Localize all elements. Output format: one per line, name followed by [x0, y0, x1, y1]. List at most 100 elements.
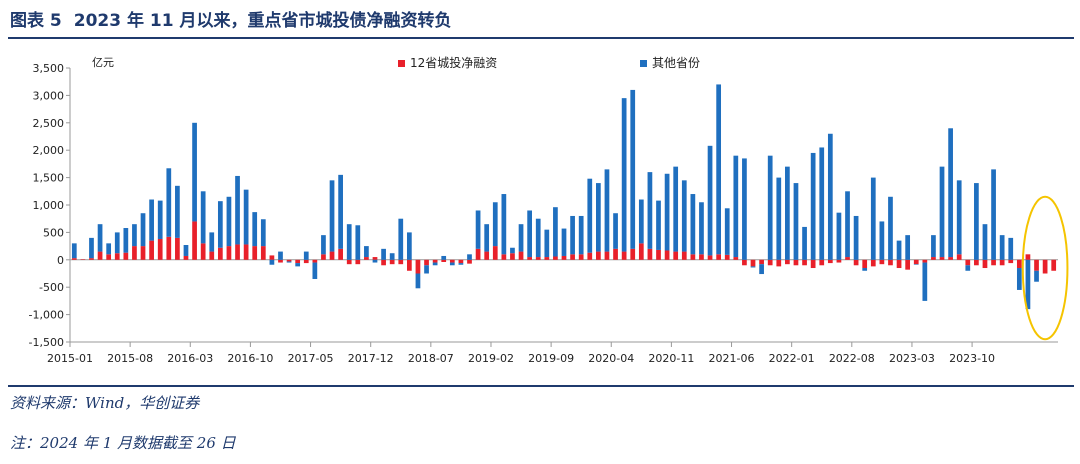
bar-12-province: [432, 259, 438, 263]
bar-12-province: [346, 259, 352, 265]
title-rule: [8, 37, 1074, 39]
bar-other-province: [114, 232, 120, 254]
bar-12-province: [733, 257, 739, 260]
bar-12-province: [149, 240, 154, 260]
bar-12-province: [785, 259, 790, 265]
bar-12-province: [157, 238, 163, 260]
bar-12-province: [827, 259, 833, 264]
bar-12-province: [888, 259, 893, 266]
bar-other-province: [243, 189, 249, 245]
bar-12-province: [192, 221, 197, 260]
bar-12-province: [269, 255, 275, 260]
bar-12-province: [604, 251, 610, 260]
y-tick-label: 1,000: [33, 199, 65, 212]
bar-other-province: [475, 210, 481, 249]
source-note: 资料来源：Wind，华创证券: [10, 394, 200, 412]
bar-12-province: [879, 259, 885, 265]
bar-12-province: [132, 246, 137, 260]
figure-label: 图表 5: [10, 11, 62, 31]
bar-other-province: [999, 235, 1005, 260]
bar-other-province: [785, 166, 790, 260]
bar-other-province: [1025, 259, 1031, 310]
y-tick-label: -1,000: [29, 309, 64, 322]
bar-other-province: [97, 224, 103, 252]
bar-12-province: [209, 251, 215, 260]
bar-12-province: [724, 254, 730, 260]
bar-other-province: [724, 208, 730, 255]
bar-other-province: [1034, 270, 1039, 282]
bar-12-province: [381, 259, 386, 266]
bar-other-province: [827, 133, 833, 260]
bar-other-province: [278, 251, 283, 260]
bar-12-province: [175, 237, 180, 260]
x-tick-label: 2018-07: [408, 352, 454, 365]
bar-12-province: [570, 254, 575, 260]
bar-12-province: [596, 251, 601, 260]
y-tick-label: -500: [39, 281, 64, 294]
x-tick-label: 2020-11: [648, 352, 694, 365]
bar-12-province: [853, 259, 859, 266]
bar-other-province: [870, 177, 876, 260]
bar-other-province: [518, 224, 524, 252]
bar-other-province: [913, 264, 919, 265]
bar-12-province: [664, 250, 670, 260]
bar-12-province: [80, 259, 86, 260]
bar-12-province: [510, 253, 515, 260]
footer-rule: [8, 385, 1074, 387]
bar-12-province: [793, 259, 799, 266]
bar-other-province: [974, 183, 979, 260]
x-tick-label: 2020-04: [588, 352, 634, 365]
bar-other-province: [252, 212, 258, 247]
bar-12-province: [810, 259, 816, 269]
legend-12-province-swatch: [398, 60, 405, 67]
bar-other-province: [123, 228, 129, 253]
bar-other-province: [673, 166, 679, 252]
bar-other-province: [750, 266, 756, 268]
bar-12-province: [97, 251, 103, 260]
y-tick-label: 1,500: [33, 172, 65, 185]
bar-other-province: [879, 221, 885, 260]
bar-12-province: [802, 259, 807, 266]
bar-12-province: [467, 259, 472, 264]
bar-12-province: [991, 259, 996, 266]
bar-other-province: [862, 268, 868, 271]
bar-12-province: [922, 259, 928, 263]
bar-12-province: [948, 257, 953, 260]
bar-other-province: [931, 235, 936, 258]
bar-other-province: [553, 207, 558, 257]
bar-other-province: [140, 213, 146, 247]
bar-12-province: [956, 254, 962, 260]
x-tick-label: 2015-08: [107, 352, 153, 365]
bar-other-province: [776, 177, 782, 260]
bar-12-province: [243, 244, 249, 260]
bar-12-province: [656, 249, 661, 260]
bar-other-province: [802, 226, 807, 260]
bar-other-province: [406, 232, 412, 260]
bar-12-province: [217, 247, 223, 260]
bar-other-province: [484, 224, 490, 252]
bar-12-province: [1051, 259, 1057, 271]
bar-12-province: [226, 246, 232, 260]
bar-12-province: [613, 248, 618, 260]
y-axis-unit: 亿元: [92, 56, 114, 69]
bar-12-province: [355, 259, 361, 265]
bar-other-province: [166, 168, 172, 237]
bar-other-province: [106, 243, 112, 255]
bar-12-province: [235, 244, 240, 260]
legend-other-province-swatch: [640, 60, 647, 67]
bar-other-province: [948, 128, 953, 258]
bar-other-province: [759, 264, 764, 275]
y-tick-label: 3,500: [33, 62, 65, 75]
bar-other-province: [303, 251, 309, 260]
bar-other-province: [492, 202, 498, 247]
bar-12-province: [776, 259, 782, 267]
bar-other-province: [192, 122, 197, 222]
x-tick-label: 2022-08: [829, 352, 875, 365]
bar-other-province: [89, 237, 94, 259]
bar-other-province: [853, 215, 859, 260]
bar-other-province: [321, 235, 326, 255]
y-tick-label: 0: [57, 254, 64, 267]
bar-other-province: [149, 199, 154, 241]
bar-other-province: [355, 225, 361, 260]
bar-12-province: [630, 248, 636, 260]
